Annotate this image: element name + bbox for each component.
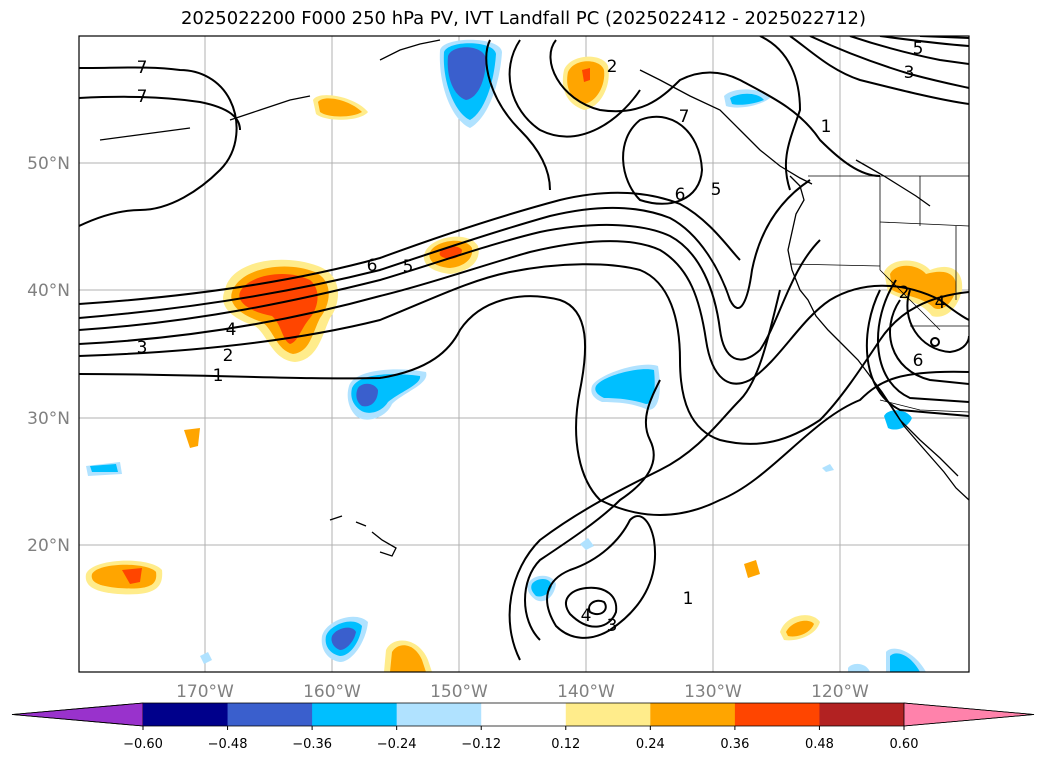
colorbar-tick-label: 0.36 xyxy=(720,737,749,752)
contour-label: 4 xyxy=(935,293,946,313)
lat-label: 50°N xyxy=(27,154,70,174)
map-background xyxy=(79,36,969,672)
colorbar-tick-label: −0.60 xyxy=(123,737,163,752)
contour-label: 1 xyxy=(821,117,832,137)
contour-label: 2 xyxy=(899,283,910,303)
positive-anomaly xyxy=(122,568,142,584)
contour-label: 7 xyxy=(137,58,148,78)
colorbar-tick-label: −0.36 xyxy=(292,737,332,752)
colorbar-bin xyxy=(396,703,482,726)
colorbar-tick-label: 0.60 xyxy=(890,737,919,752)
colorbar: −0.60 −0.48 −0.36 −0.24 −0.12 0.12 0.24 0.36 0.4… xyxy=(11,702,1035,752)
contour-label: 5 xyxy=(711,180,722,200)
contour-label: 3 xyxy=(904,63,915,83)
lat-label: 20°N xyxy=(27,536,70,556)
colorbar-tick-label: 0.24 xyxy=(636,737,665,752)
colorbar-tick-label: 0.48 xyxy=(805,737,834,752)
positive-anomaly xyxy=(318,98,362,117)
colorbar-tick-label: −0.12 xyxy=(461,737,501,752)
negative-anomaly xyxy=(356,383,378,407)
contour-label: 2 xyxy=(223,346,234,366)
negative-anomaly xyxy=(331,627,356,650)
positive-anomaly xyxy=(744,560,760,578)
contour-label: 6 xyxy=(675,185,686,205)
contour-labels: 1 2 3 4 5 6 7 7 1 3 4 2 6 5 7 1 3 5 2 4 … xyxy=(137,39,946,636)
contour-label: 6 xyxy=(367,256,378,276)
colorbar-under-extension xyxy=(11,702,144,727)
positive-anomaly xyxy=(582,68,590,82)
contour-label: 4 xyxy=(226,320,237,340)
lon-label: 160°W xyxy=(303,682,361,702)
contour-label: 7 xyxy=(137,87,148,107)
contour-label: 4 xyxy=(581,606,592,626)
negative-anomaly xyxy=(580,538,594,550)
negative-anomaly xyxy=(848,663,870,672)
colorbar-bin xyxy=(734,703,820,726)
lon-label: 140°W xyxy=(557,682,615,702)
lat-label: 40°N xyxy=(27,281,70,301)
positive-anomaly xyxy=(567,61,605,104)
negative-anomaly xyxy=(822,464,834,472)
contour-label: 1 xyxy=(683,589,694,609)
colorbar-over-extension xyxy=(903,702,1035,727)
negative-anomaly xyxy=(890,653,920,672)
contour-label: 6 xyxy=(913,351,924,371)
colorbar-tick-label: 0.12 xyxy=(551,737,580,752)
map-frame xyxy=(78,35,970,673)
contour-label: 7 xyxy=(679,107,690,127)
negative-anomaly xyxy=(200,652,212,664)
political-borders xyxy=(789,175,969,413)
contour-label: 2 xyxy=(607,57,618,77)
contour-label: 5 xyxy=(913,39,924,59)
negative-anomaly xyxy=(447,47,486,100)
colorbar-tick-label: −0.48 xyxy=(208,737,248,752)
longitude-labels: 170°W 160°W 150°W 140°W 130°W 120°W xyxy=(176,682,869,702)
lon-label: 150°W xyxy=(430,682,488,702)
positive-anomaly xyxy=(239,273,318,344)
lat-label: 30°N xyxy=(27,409,70,429)
negative-anomaly xyxy=(595,369,655,404)
lon-label: 130°W xyxy=(684,682,742,702)
colorbar-bin xyxy=(819,703,905,726)
colorbar-bin xyxy=(143,703,229,726)
map-title: 2025022200 F000 250 hPa PV, IVT Landfall… xyxy=(180,8,867,29)
coastlines xyxy=(99,39,969,557)
positive-anomaly xyxy=(184,428,200,448)
positive-anomaly xyxy=(91,564,157,589)
contour-label: 5 xyxy=(403,257,414,277)
contour-label: 1 xyxy=(213,366,224,386)
negative-anomaly xyxy=(730,93,764,105)
colorbar-tick-label: −0.24 xyxy=(377,737,417,752)
contour-label: 3 xyxy=(607,616,618,636)
gridlines xyxy=(79,36,969,672)
negative-anomaly xyxy=(531,579,552,597)
colorbar-bin xyxy=(227,703,313,726)
colorbar-bin xyxy=(650,703,736,726)
colorbar-bin xyxy=(565,703,651,726)
colorbar-bin xyxy=(312,703,398,726)
contour-label: 3 xyxy=(137,338,148,358)
negative-anomaly xyxy=(90,464,118,472)
lon-label: 120°W xyxy=(811,682,869,702)
colorbar-bin xyxy=(481,703,567,726)
lon-label: 170°W xyxy=(176,682,234,702)
latitude-labels: 50°N 40°N 30°N 20°N xyxy=(27,154,70,556)
positive-anomaly xyxy=(786,620,814,637)
positive-anomaly xyxy=(390,645,426,672)
